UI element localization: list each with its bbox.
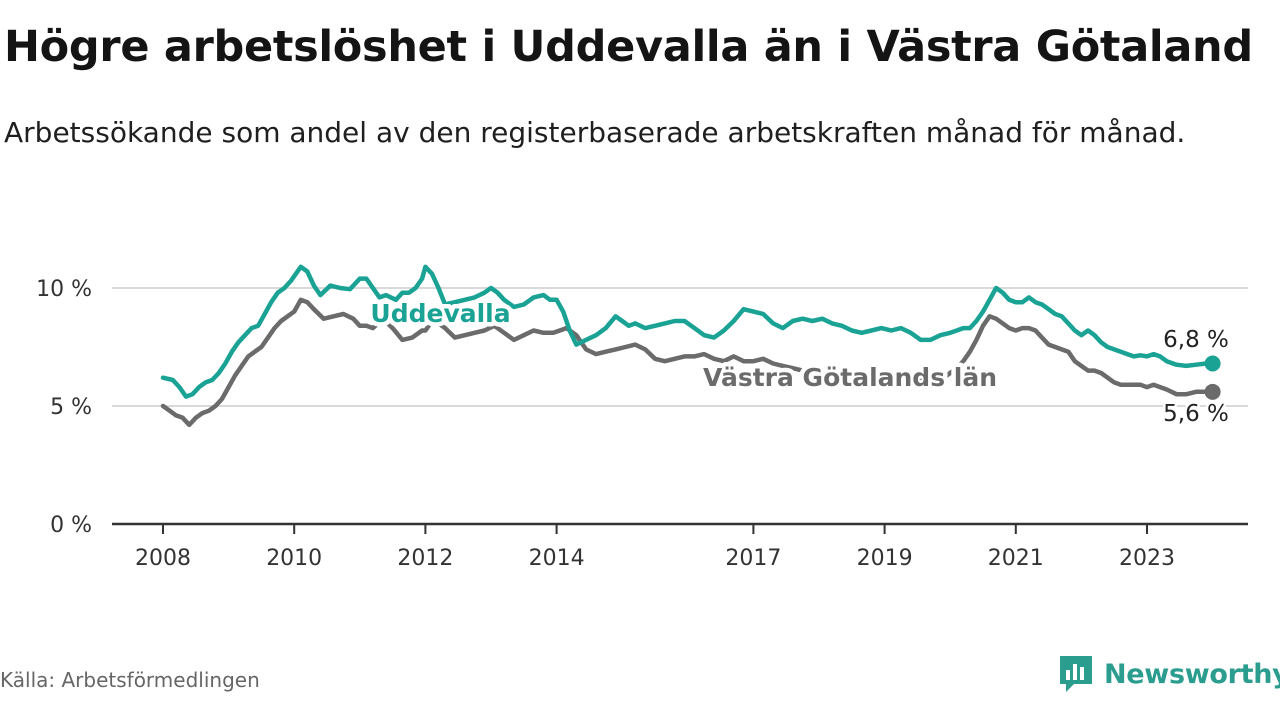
end-label-vastra-gotaland: 5,6 % [1163,401,1229,427]
y-tick-label: 5 % [50,395,92,420]
y-tick-label: 0 % [50,513,92,538]
series-labels: 6,8 % 5,6 % Uddevalla Västra Götalands län [366,295,1231,430]
series-line-vastra-gotaland [160,297,1215,428]
end-point-vastra-gotaland [1204,383,1221,400]
series-label-vastra-gotaland: Västra Götalands län [703,363,997,392]
end-label-uddevalla: 6,8 % [1163,327,1229,353]
grid-lines [112,287,1248,407]
brand-logo[interactable]: Newsworthy [1058,652,1280,696]
series-lines [160,264,1221,428]
x-tick-label: 2023 [1119,546,1175,571]
axes: 0 % 5 % 10 % 2008 2010 2012 2014 2017 2019 2021 20… [36,277,1248,571]
y-tick-label: 10 % [36,277,92,302]
x-tick-label: 2014 [529,546,585,571]
chart-subtitle: Arbetssökande som andel av den registerb… [4,116,1186,149]
source-note: Källa: Arbetsförmedlingen [0,668,260,692]
series-line-uddevalla [160,264,1215,399]
x-tick-label: 2008 [135,546,191,571]
x-tick-label: 2021 [988,546,1044,571]
x-tick-label: 2012 [397,546,453,571]
brand-name: Newsworthy [1104,658,1280,690]
x-tick-label: 2019 [857,546,913,571]
x-tick-label: 2017 [725,546,781,571]
series-label-uddevalla: Uddevalla [370,299,510,328]
chart-title: Högre arbetslöshet i Uddevalla än i Väst… [4,22,1253,72]
end-point-uddevalla [1204,355,1221,372]
x-tick-label: 2010 [266,546,322,571]
newsworthy-logo-icon [1060,656,1092,692]
